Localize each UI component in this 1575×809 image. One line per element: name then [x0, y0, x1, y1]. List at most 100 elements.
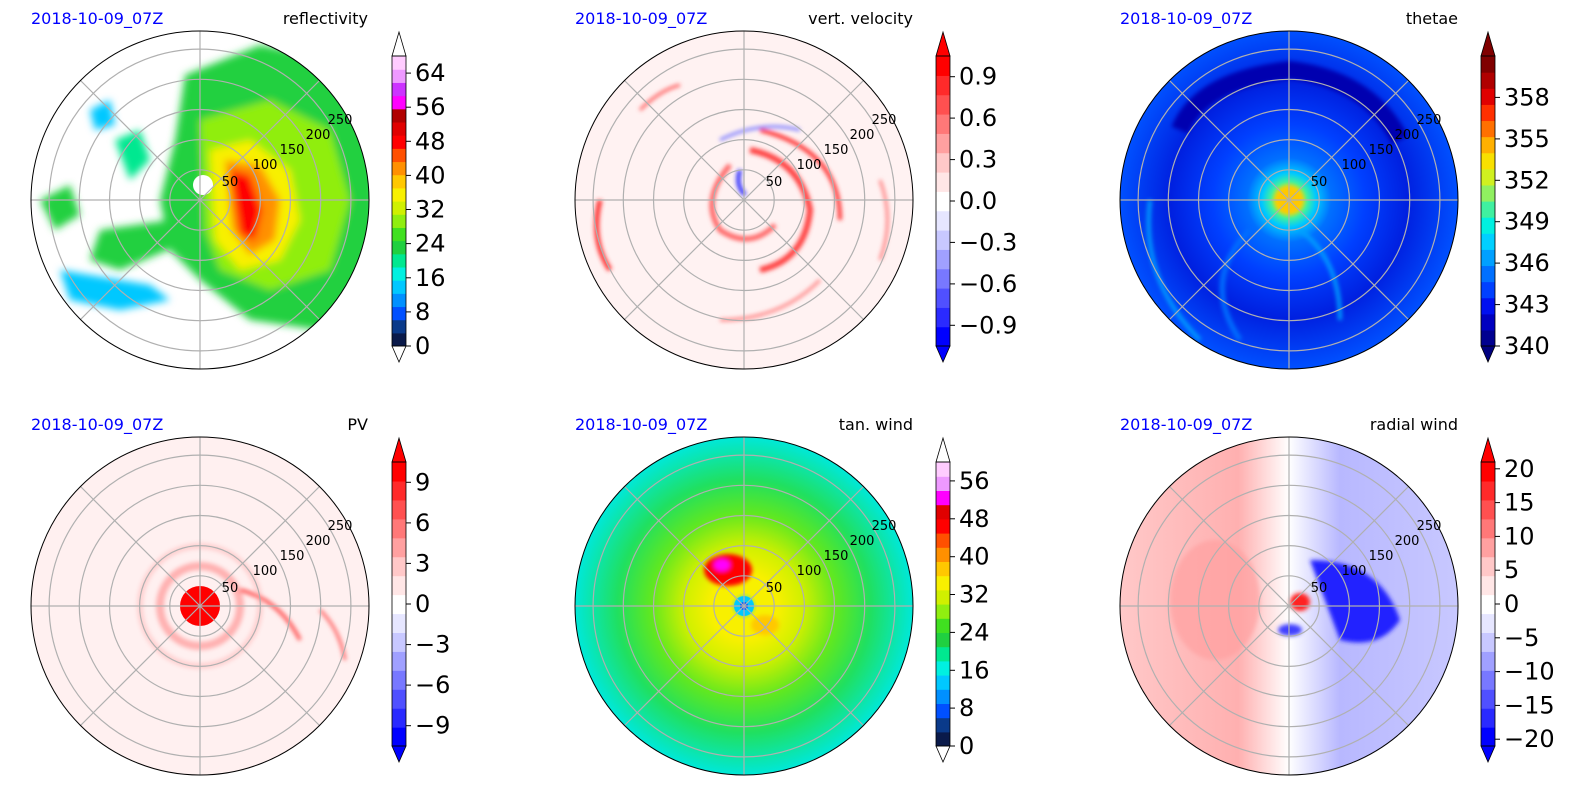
colorbar-segment	[392, 594, 406, 615]
colorbar-tick-label: 8	[959, 694, 974, 722]
radial-tick-label: 250	[328, 113, 353, 128]
colorbar-segment	[392, 161, 406, 176]
colorbar-segment	[1481, 136, 1495, 154]
colorbar-frame	[1480, 55, 1496, 347]
colorbar-segment	[392, 69, 406, 83]
polar-frame	[574, 436, 914, 776]
polar-grid-spoke	[743, 486, 864, 607]
radial-tick-label: 250	[1417, 519, 1442, 534]
colorbar-tick-label: −5	[1504, 624, 1539, 652]
colorbar-segment	[936, 75, 950, 96]
polar-grid-spoke	[199, 605, 320, 726]
colorbar-segment	[936, 731, 950, 747]
colorbar-extend-min	[1480, 345, 1496, 363]
colorbar-segment	[392, 293, 406, 308]
colorbar-tick-label: 0.9	[959, 63, 997, 91]
polar-grid-spoke	[1288, 199, 1409, 320]
radial-tick-label: 150	[824, 549, 849, 564]
colorbar: 9 6 3 0 −3 −6 −9	[391, 436, 450, 763]
colorbar-tick-label: 3	[415, 549, 430, 577]
colorbar-tick-label: 6	[415, 509, 430, 537]
colorbar-segment	[936, 191, 950, 212]
panel-title: PV	[347, 415, 368, 434]
colorbar-tick-label: 40	[415, 161, 446, 189]
colorbar-tick-label: 16	[959, 656, 990, 684]
colorbar-segment	[392, 462, 406, 482]
colorbar-segment	[936, 249, 950, 270]
polar-grid-spoke	[80, 605, 201, 726]
colorbar-segment	[1481, 689, 1495, 709]
colorbar-segment	[1481, 537, 1495, 558]
colorbar-segment	[1481, 708, 1495, 728]
polar-frame	[574, 30, 914, 370]
colorbar-tick-label: 340	[1504, 332, 1550, 360]
colorbar-segment	[392, 727, 406, 747]
colorbar-segment	[392, 135, 406, 149]
colorbar-segment	[936, 675, 950, 690]
colorbar-segment	[392, 266, 406, 281]
colorbar-segment	[392, 214, 406, 228]
polar-grid-spoke	[1288, 605, 1409, 726]
colorbar: 0 8 16 24 32 40 48 56	[935, 436, 990, 763]
colorbar-segment	[1481, 168, 1495, 186]
colorbar-segment	[392, 148, 406, 163]
colorbar-extend-max	[1480, 436, 1496, 463]
colorbar-tick-label: 355	[1504, 125, 1550, 153]
timestamp-label: 2018-10-09_07Z	[575, 415, 707, 435]
colorbar-tick-label: −6	[415, 671, 450, 699]
colorbar-segment	[1481, 56, 1495, 73]
radial-tick-label: 50	[222, 175, 239, 190]
colorbar-segment	[936, 589, 950, 605]
colorbar-extend-max	[935, 436, 951, 463]
colorbar-segment	[392, 670, 406, 690]
colorbar-segment	[392, 689, 406, 709]
colorbar-tick-label: 16	[415, 264, 446, 292]
radial-tick-label: 250	[872, 519, 897, 534]
colorbar-segment	[392, 499, 406, 520]
colorbar-tick-label: 15	[1504, 489, 1535, 517]
colorbar-segment	[1481, 518, 1495, 539]
colorbar-segment	[936, 268, 950, 289]
colorbar-segment	[1481, 462, 1495, 482]
radial-tick-label: 250	[328, 519, 353, 534]
colorbar-segment	[392, 108, 406, 123]
radial-tick-label: 250	[872, 113, 897, 128]
colorbar-segment	[1481, 281, 1495, 299]
colorbar-segment	[392, 95, 406, 110]
radial-tick-label: 150	[1369, 549, 1394, 564]
colorbar-tick-label: −0.6	[959, 270, 1017, 298]
colorbar-segment	[936, 462, 950, 477]
radial-tick-label: 250	[1417, 113, 1442, 128]
colorbar-segment	[936, 618, 950, 633]
colorbar-segment	[936, 646, 950, 662]
panel-title: radial wind	[1370, 415, 1458, 434]
polar-frame	[1119, 30, 1459, 370]
polar-grid-spoke	[1169, 605, 1290, 726]
colorbar-tick-label: 349	[1504, 208, 1550, 236]
colorbar-extend-max	[1480, 30, 1496, 57]
colorbar: 20 15 10 5 0 −5 −10 −15 −20	[1480, 436, 1555, 763]
polar-grid-spoke	[624, 80, 745, 201]
colorbar-segment	[1481, 556, 1495, 577]
colorbar-segment	[1481, 651, 1495, 671]
colorbar-segment	[1481, 632, 1495, 652]
colorbar-extend-min	[935, 345, 951, 363]
radial-tick-label: 150	[824, 143, 849, 158]
polar-grid-spoke	[80, 486, 201, 607]
colorbar-frame	[391, 55, 407, 347]
polar-grid-spoke	[1288, 80, 1409, 201]
colorbar-segment	[392, 575, 406, 596]
radial-tick-label: 50	[222, 581, 239, 596]
polar-frame	[30, 436, 370, 776]
radial-tick-label: 100	[253, 564, 278, 579]
polar-grid-spoke	[624, 199, 745, 320]
colorbar-extend-min	[935, 745, 951, 763]
polar-grid-spoke	[1288, 486, 1409, 607]
polar-grid-spoke	[199, 199, 320, 320]
colorbar-segment	[936, 326, 950, 347]
panel-title: thetae	[1406, 9, 1458, 28]
colorbar-segment	[936, 533, 950, 548]
colorbar-segment	[936, 547, 950, 562]
